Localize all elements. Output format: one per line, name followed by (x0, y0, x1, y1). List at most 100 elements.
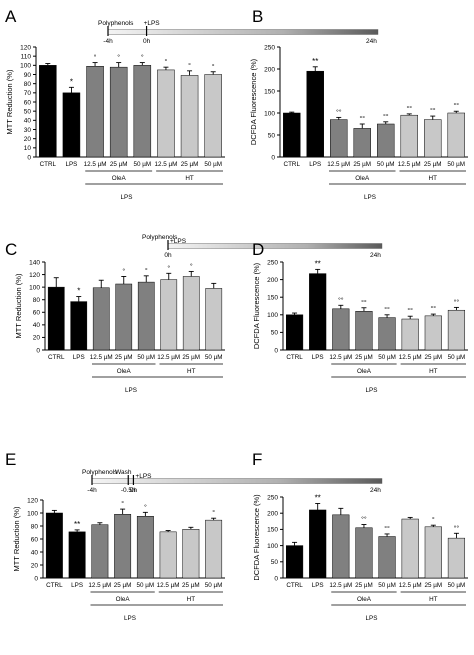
y-axis-label: DCFDA Fluorescence (%) (252, 494, 261, 581)
chart-panel-d: D 0 50 100 150 200 250 DCFDA Fluorescence (%) CT… (252, 240, 468, 394)
group-label: HT (187, 368, 196, 375)
significance-mark: ° (141, 54, 144, 62)
y-axis-label: DCFDA Fluorescence (%) (249, 58, 258, 145)
y-tick-label: 50 (24, 108, 32, 115)
bar-4 (133, 65, 152, 158)
x-tick-label: LPS (309, 161, 321, 168)
y-tick-label: 200 (267, 277, 278, 284)
significance-mark: °° (384, 525, 390, 533)
bar-3 (114, 514, 132, 579)
x-tick-label: 50 µM (378, 354, 396, 361)
bar-5 (401, 318, 419, 351)
significance-mark: °° (338, 296, 344, 304)
chart-panel-b: B 0 50 100 150 200 250 DCFDA Fluorescence (%) CT… (249, 7, 468, 201)
significance-mark: ° (188, 62, 191, 70)
x-tick-label: 25 µM (181, 161, 199, 168)
significance-mark: ° (117, 54, 120, 62)
y-tick-label: 120 (29, 272, 40, 279)
x-tick-label: LPS (71, 582, 83, 589)
x-tick-label: 25 µM (115, 354, 133, 361)
bar-7 (447, 309, 466, 351)
timeline-label-24h: 24h (366, 38, 377, 45)
timeline-b: 24h (366, 38, 377, 45)
timeline-label: +LPS (135, 473, 152, 480)
significance-mark: °° (407, 307, 413, 315)
significance-mark: °° (361, 516, 367, 524)
y-tick-label: 0 (36, 347, 40, 354)
x-tick-label: CTRL (40, 161, 57, 168)
panel-letter: D (252, 240, 264, 259)
group-label: HT (429, 368, 438, 375)
x-tick-label: 12.5 µM (399, 354, 422, 361)
significance-mark: ** (312, 57, 318, 66)
x-tick-label: 50 µM (137, 354, 155, 361)
y-tick-label: 200 (264, 66, 275, 73)
timeline-label-24h: 24h (370, 487, 381, 494)
bar-2 (86, 66, 104, 158)
panel-letter: A (5, 7, 17, 26)
timeline-label: -0.5h (121, 487, 136, 494)
bar-6 (424, 526, 442, 579)
significance-mark: °° (336, 108, 342, 116)
significance-mark: ° (212, 509, 215, 517)
x-tick-label: CTRL (286, 354, 303, 361)
x-tick-label: CTRL (286, 582, 303, 589)
timeline-label: 0h (143, 38, 151, 45)
group-label: HT (187, 596, 196, 603)
significance-mark: °° (454, 524, 460, 532)
bar-7 (447, 112, 465, 158)
significance-mark: ° (144, 503, 147, 511)
x-tick-label: 12.5 µM (327, 161, 350, 168)
y-tick-label: 100 (20, 63, 31, 70)
x-tick-label: 25 µM (355, 582, 373, 589)
significance-mark: * (77, 287, 80, 296)
timeline-d: 24h (370, 252, 381, 259)
lps-label: LPS (366, 615, 378, 622)
panel-letter: E (5, 450, 16, 469)
significance-mark: °° (406, 105, 412, 113)
x-tick-label: 12.5 µM (398, 161, 421, 168)
group-label: OleA (355, 175, 370, 182)
y-tick-label: 60 (24, 99, 32, 106)
group-label: HT (429, 596, 438, 603)
significance-mark: ** (315, 493, 321, 502)
y-axis-label: DCFDA Fluorescence (%) (252, 262, 261, 349)
x-tick-label: 50 µM (378, 582, 396, 589)
x-tick-label: 50 µM (205, 582, 223, 589)
significance-mark: °° (431, 305, 437, 313)
significance-mark: °° (430, 107, 436, 115)
x-tick-label: 25 µM (424, 582, 442, 589)
bar-7 (204, 74, 222, 158)
y-tick-label: 250 (267, 494, 278, 501)
bar-2 (332, 308, 350, 351)
group-label: OleA (112, 175, 127, 182)
y-tick-label: 100 (264, 110, 275, 117)
y-tick-label: 80 (24, 81, 32, 88)
bar-2 (330, 119, 348, 158)
lps-label: LPS (121, 194, 133, 201)
bar-5 (159, 531, 177, 579)
significance-mark: ** (74, 520, 80, 529)
y-tick-label: 150 (264, 88, 275, 95)
group-label: OleA (116, 596, 131, 603)
timeline-a: Polyphenols +LPS -4h 0h (98, 20, 379, 45)
group-label: OleA (357, 368, 372, 375)
y-tick-label: 70 (24, 90, 32, 97)
y-tick-label: 140 (29, 259, 40, 266)
group-label: HT (185, 175, 194, 182)
x-tick-label: 50 µM (137, 582, 155, 589)
significance-mark: °° (453, 102, 459, 110)
bar-0 (285, 314, 304, 351)
y-tick-label: 80 (31, 523, 39, 530)
timeline-label: -4h (103, 38, 113, 45)
x-tick-label: 25 µM (110, 161, 128, 168)
significance-mark: ° (432, 516, 435, 524)
timeline-label: Polyphenols (142, 234, 178, 241)
y-tick-label: 150 (267, 527, 278, 534)
y-tick-label: 0 (271, 154, 275, 161)
y-tick-label: 60 (31, 536, 39, 543)
bar-7 (447, 537, 466, 579)
bar-1 (309, 273, 327, 351)
lps-label: LPS (364, 194, 376, 201)
x-tick-label: 50 µM (448, 582, 466, 589)
